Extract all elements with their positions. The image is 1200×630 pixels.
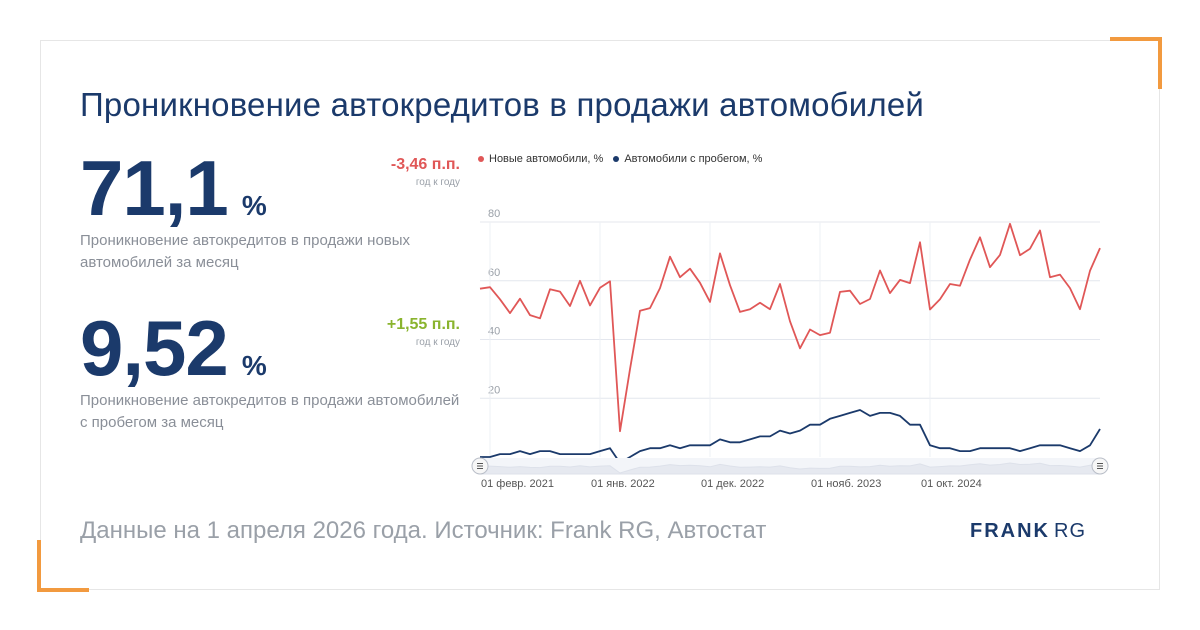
y-tick-label: 40 xyxy=(488,326,500,338)
kpi-delta: -3,46 п.п. год к году xyxy=(391,156,460,188)
corner-decoration-bottom-left xyxy=(37,540,89,592)
kpi-delta-value: +1,55 п.п. xyxy=(386,316,460,333)
y-tick-label: 80 xyxy=(488,208,500,220)
x-tick-label: 01 окт. 2024 xyxy=(921,478,982,490)
legend-item-new[interactable]: Новые автомобили, % xyxy=(478,153,603,165)
kpi-delta-period: год к году xyxy=(415,337,460,348)
navigator-handle-left[interactable] xyxy=(471,457,489,475)
legend-dot-icon xyxy=(613,156,620,162)
series-line-used xyxy=(480,409,1101,464)
kpi-new-cars: 71,1% -3,46 п.п. год к году Проникновени… xyxy=(80,148,470,274)
page-title: Проникновение автокредитов в продажи авт… xyxy=(80,86,925,123)
kpi-unit: % xyxy=(241,350,267,381)
kpi-used-cars: 9,52% +1,55 п.п. год к году Проникновени… xyxy=(80,308,470,434)
legend-label: Новые автомобили, % xyxy=(489,153,604,165)
legend-label: Автомобили с пробегом, % xyxy=(624,153,763,165)
series-line-new xyxy=(479,222,1101,433)
x-tick-label: 01 дек. 2022 xyxy=(701,478,764,490)
kpi-description: Проникновение автокредитов в продажи нов… xyxy=(80,232,411,271)
line-chart: 20 40 60 80 01 февр. 2021 01 янв. 2022 01 дек.… xyxy=(471,208,1109,490)
y-tick-label: 20 xyxy=(488,384,500,396)
logo-bold: FRANK xyxy=(970,520,1050,542)
footer-source: Данные на 1 апреля 2026 года. Источник: … xyxy=(80,517,767,544)
kpi-delta-period: год к году xyxy=(415,177,460,188)
legend-dot-icon xyxy=(478,156,484,162)
kpi-delta: +1,55 п.п. год к году xyxy=(387,316,460,348)
chart-legend: Новые автомобили, % Автомобили с пробего… xyxy=(478,153,762,165)
logo-light: RG xyxy=(1054,520,1086,542)
x-tick-label: 01 янв. 2022 xyxy=(591,478,655,490)
kpi-value: 71,1 xyxy=(80,144,229,232)
kpi-delta-value: -3,46 п.п. xyxy=(390,156,460,173)
y-tick-label: 60 xyxy=(488,267,500,279)
x-tick-label: 01 нояб. 2023 xyxy=(811,478,881,490)
brand-logo: FRANK RG xyxy=(970,520,1086,543)
kpi-unit: % xyxy=(241,190,267,221)
corner-decoration-top-right xyxy=(1110,37,1162,89)
navigator-handle-right[interactable] xyxy=(1091,457,1109,475)
x-tick-label: 01 февр. 2021 xyxy=(481,478,554,490)
kpi-description: Проникновение автокредитов в продажи авт… xyxy=(80,392,460,431)
legend-item-used[interactable]: Автомобили с пробегом, % xyxy=(613,153,762,165)
navigator-series xyxy=(479,462,1101,475)
kpi-value: 9,52 xyxy=(80,304,229,392)
